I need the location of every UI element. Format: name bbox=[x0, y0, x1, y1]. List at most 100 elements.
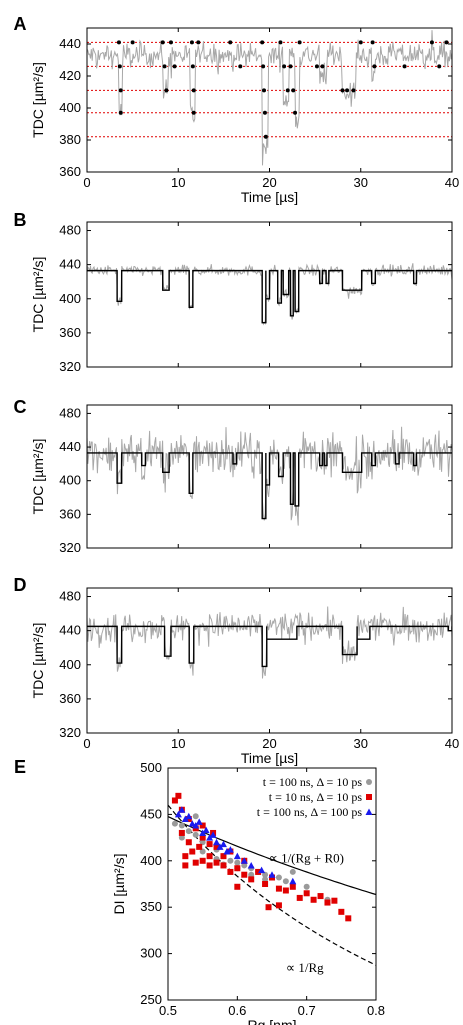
y-tick-label: 440 bbox=[59, 257, 81, 272]
point-blue bbox=[199, 829, 207, 836]
point-red bbox=[275, 885, 282, 892]
point-red bbox=[182, 862, 189, 869]
x-tick-label: 0.8 bbox=[367, 1003, 385, 1018]
x-tick-label: 0 bbox=[83, 175, 90, 190]
state-point bbox=[262, 110, 267, 115]
point-blue bbox=[213, 838, 221, 846]
point-red bbox=[234, 883, 241, 890]
legend-entry: t = 100 ns, Δ = 100 ps bbox=[257, 805, 363, 819]
point-red bbox=[182, 853, 189, 860]
y-tick-label: 250 bbox=[140, 992, 162, 1007]
point-gray bbox=[248, 871, 255, 878]
state-point bbox=[282, 64, 287, 69]
point-gray bbox=[262, 871, 269, 878]
point-red bbox=[241, 871, 248, 878]
state-point bbox=[168, 40, 173, 45]
x-tick-label: 10 bbox=[171, 736, 185, 751]
point-blue bbox=[185, 812, 193, 820]
point-gray bbox=[185, 828, 192, 835]
legend-entry: t = 100 ns, Δ = 10 ps bbox=[263, 775, 363, 789]
point-blue bbox=[195, 818, 203, 825]
state-point bbox=[429, 40, 434, 45]
point-red bbox=[248, 876, 255, 883]
panel-label: D bbox=[14, 575, 27, 595]
x-tick-label: 0.7 bbox=[298, 1003, 316, 1018]
point-gray bbox=[289, 868, 296, 875]
annotation-rg-plus-r0: ∝ 1/(Rg + R0) bbox=[269, 851, 344, 866]
point-blue bbox=[192, 822, 200, 829]
state-point bbox=[117, 64, 122, 69]
panel-label: C bbox=[14, 397, 27, 417]
x-axis-label: Time [µs] bbox=[241, 189, 298, 205]
state-point bbox=[228, 40, 233, 45]
point-red bbox=[296, 894, 303, 901]
point-red bbox=[324, 899, 331, 906]
plot-frame bbox=[167, 767, 377, 1001]
panel-C: C 320 360 400 440 480 TDC [µm²/s] bbox=[14, 397, 453, 555]
state-point bbox=[172, 64, 177, 69]
state-point bbox=[340, 88, 345, 93]
point-blue bbox=[181, 815, 189, 823]
point-blue bbox=[209, 831, 217, 838]
point-red bbox=[213, 843, 220, 850]
panel-E: Et = 100 ns, Δ = 10 pst = 10 ns, Δ = 10 … bbox=[14, 757, 385, 1025]
fit-step-line bbox=[87, 452, 452, 520]
point-red bbox=[220, 862, 227, 869]
point-red bbox=[289, 883, 296, 890]
point-red bbox=[199, 822, 206, 829]
point-gray bbox=[303, 883, 310, 890]
point-red bbox=[345, 915, 352, 922]
y-tick-label: 360 bbox=[59, 164, 81, 179]
point-red bbox=[303, 890, 310, 897]
state-point bbox=[320, 64, 325, 69]
point-gray bbox=[178, 822, 185, 829]
point-red bbox=[206, 841, 213, 848]
point-gray bbox=[275, 874, 282, 881]
y-tick-label: 400 bbox=[59, 473, 81, 488]
state-point bbox=[263, 134, 268, 139]
point-gray bbox=[192, 813, 199, 820]
plot-area bbox=[87, 426, 452, 526]
state-point bbox=[314, 64, 319, 69]
state-point bbox=[358, 40, 363, 45]
legend: t = 100 ns, Δ = 10 pst = 10 ns, Δ = 10 p… bbox=[257, 775, 373, 819]
state-point bbox=[437, 64, 442, 69]
point-blue bbox=[206, 834, 214, 841]
y-tick-label: 420 bbox=[59, 68, 81, 83]
point-red bbox=[196, 843, 203, 850]
state-point bbox=[293, 110, 298, 115]
point-gray bbox=[199, 839, 206, 846]
state-point bbox=[118, 110, 123, 115]
point-red bbox=[199, 857, 206, 864]
y-tick-label: 350 bbox=[140, 899, 162, 914]
state-point bbox=[402, 64, 407, 69]
state-point bbox=[261, 64, 266, 69]
state-point bbox=[262, 88, 267, 93]
point-blue bbox=[268, 871, 276, 878]
plot-area bbox=[87, 30, 452, 166]
plot-area bbox=[168, 792, 376, 966]
legend-entry: t = 10 ns, Δ = 10 ps bbox=[269, 790, 363, 804]
point-red bbox=[255, 868, 262, 875]
point-gray bbox=[178, 834, 185, 841]
point-blue bbox=[258, 866, 266, 874]
y-tick-label: 400 bbox=[140, 853, 162, 868]
y-tick-label: 320 bbox=[59, 540, 81, 555]
point-red bbox=[213, 859, 220, 866]
y-axis-label: TDC [µm²/s] bbox=[30, 62, 46, 138]
point-red bbox=[199, 834, 206, 841]
point-gray bbox=[234, 859, 241, 866]
point-red bbox=[175, 792, 182, 799]
state-point bbox=[238, 64, 243, 69]
y-tick-label: 360 bbox=[59, 691, 81, 706]
state-point bbox=[370, 40, 375, 45]
x-tick-label: 40 bbox=[445, 736, 459, 751]
state-point bbox=[351, 88, 356, 93]
x-tick-label: 20 bbox=[262, 175, 276, 190]
panel-label: E bbox=[14, 757, 26, 777]
point-red bbox=[206, 862, 213, 869]
x-tick-label: 20 bbox=[262, 736, 276, 751]
point-red bbox=[262, 881, 269, 887]
point-gray bbox=[192, 831, 199, 838]
